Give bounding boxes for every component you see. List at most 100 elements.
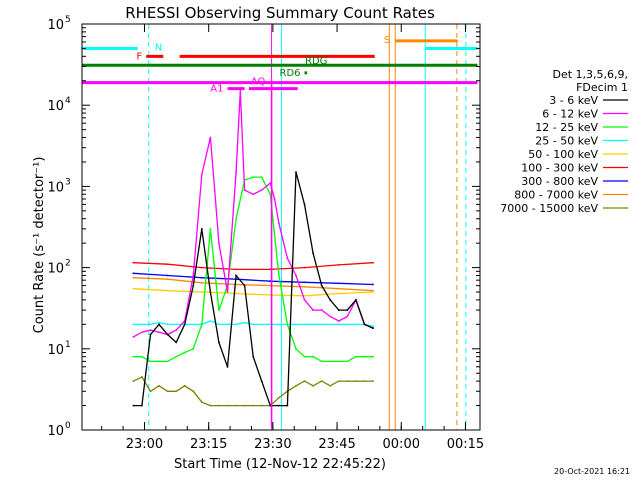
series-2-point-4 (166, 360, 169, 363)
series-8-point-14 (252, 404, 255, 407)
series-6-point-6 (337, 282, 340, 285)
series-8-point-24 (337, 380, 340, 383)
series-8-point-17 (277, 396, 280, 399)
legend-label-0: 3 - 6 keV (549, 94, 598, 107)
y-tick-label-exp-5: 5 (65, 15, 71, 25)
series-0-point-28 (372, 327, 374, 329)
series-7-point-4 (269, 284, 272, 287)
series-3-point-16 (269, 323, 272, 326)
legend-label-3: 25 - 50 keV (535, 135, 598, 148)
series-2-point-7 (192, 347, 195, 350)
series-8-point-9 (209, 404, 212, 407)
series-6-point-1 (166, 274, 169, 277)
series-1-point-16 (252, 193, 255, 196)
series-3-point-24 (337, 323, 340, 326)
series-7-point-6 (337, 287, 340, 290)
series-8-point-3 (158, 384, 160, 387)
legend-label-5: 100 - 300 keV (521, 162, 598, 175)
series-8-point-5 (175, 390, 178, 393)
series-4-point-3 (235, 292, 237, 295)
series-0-point-16 (269, 404, 272, 407)
chart-title: RHESSI Observing Summary Count Rates (125, 4, 435, 22)
series-4-point-4 (269, 294, 272, 296)
series-2-point-15 (260, 176, 263, 179)
series-2-point-22 (320, 360, 323, 363)
series-5-point-3 (235, 268, 237, 271)
series-7-point-7 (372, 289, 374, 292)
series-5-point-5 (303, 266, 306, 269)
series-2-point-28 (372, 355, 374, 358)
x-tick-label-1: 23:15 (190, 437, 227, 452)
flag-label-2: S (384, 35, 390, 46)
series-2-point-2 (149, 360, 152, 363)
x-tick-label-0: 23:00 (126, 437, 163, 452)
series-0-point-0 (132, 404, 135, 407)
series-1-point-17 (260, 189, 263, 192)
series-7-point-5 (303, 285, 306, 288)
series-8-point-23 (329, 384, 332, 387)
series-0-point-10 (218, 341, 220, 344)
series-5-point-7 (372, 261, 374, 264)
series-6-point-5 (303, 281, 306, 284)
series-0-point-27 (363, 323, 366, 326)
series-8-point-19 (295, 384, 297, 387)
series-1-point-11 (218, 242, 220, 245)
flag-label-3: F (136, 51, 142, 62)
legend-title-line1: Det 1,3,5,6,9, (552, 68, 628, 81)
series-8-point-10 (218, 404, 220, 407)
series-1-point-28 (346, 315, 349, 318)
series-3-point-2 (149, 323, 152, 326)
series-8-point-12 (235, 404, 237, 407)
series-0-point-22 (320, 284, 323, 287)
y-axis-label: Count Rate (s⁻¹ detector⁻¹) (32, 157, 47, 334)
series-1-point-19 (273, 198, 276, 200)
series-2-point-5 (175, 355, 178, 358)
series-0-point-2 (149, 333, 152, 336)
series-2-point-24 (337, 360, 340, 363)
series-0-point-26 (354, 299, 357, 301)
series-3-point-5 (175, 323, 178, 326)
series-8-point-8 (200, 401, 203, 404)
series-2-point-0 (132, 355, 135, 358)
series-2-point-20 (303, 355, 306, 358)
series-3-point-11 (226, 323, 229, 326)
y-tick-label-base-5: 10 (47, 18, 64, 33)
series-0-point-17 (277, 404, 280, 407)
series-8-point-1 (141, 376, 143, 378)
series-7-point-1 (166, 278, 169, 281)
series-5-point-0 (132, 261, 135, 264)
series-8-point-26 (354, 380, 357, 383)
series-2-point-16 (269, 193, 272, 196)
series-5-point-2 (200, 266, 203, 269)
series-1-point-25 (320, 309, 323, 311)
series-1-point-21 (286, 257, 289, 260)
series-8-point-4 (166, 390, 169, 393)
series-3-point-9 (209, 320, 212, 322)
series-0-point-11 (226, 365, 229, 368)
series-8-point-6 (183, 384, 186, 387)
series-4-point-5 (303, 294, 306, 297)
y-tick-label-base-0: 10 (47, 424, 64, 439)
flag-label-1: N (155, 42, 162, 53)
series-2-point-23 (329, 360, 332, 363)
series-0-point-25 (346, 309, 349, 311)
series-0-point-15 (260, 380, 263, 383)
series-5-point-1 (166, 263, 169, 266)
y-tick-label-exp-0: 0 (65, 421, 71, 431)
series-6-point-4 (269, 280, 272, 283)
y-tick-label-exp-1: 1 (65, 340, 71, 350)
series-1-point-22 (295, 274, 297, 277)
series-6-point-0 (132, 272, 135, 275)
series-4-point-7 (372, 291, 374, 293)
series-0-point-4 (166, 333, 169, 336)
series-6-point-2 (200, 276, 203, 279)
series-3-point-14 (252, 323, 255, 326)
series-2-point-18 (286, 323, 289, 326)
series-1-point-26 (329, 315, 332, 318)
series-0-point-13 (243, 284, 246, 287)
series-5-point-6 (337, 263, 340, 266)
series-4-point-1 (166, 289, 169, 292)
series-3-point-13 (243, 321, 246, 324)
series-4-point-0 (132, 287, 135, 290)
